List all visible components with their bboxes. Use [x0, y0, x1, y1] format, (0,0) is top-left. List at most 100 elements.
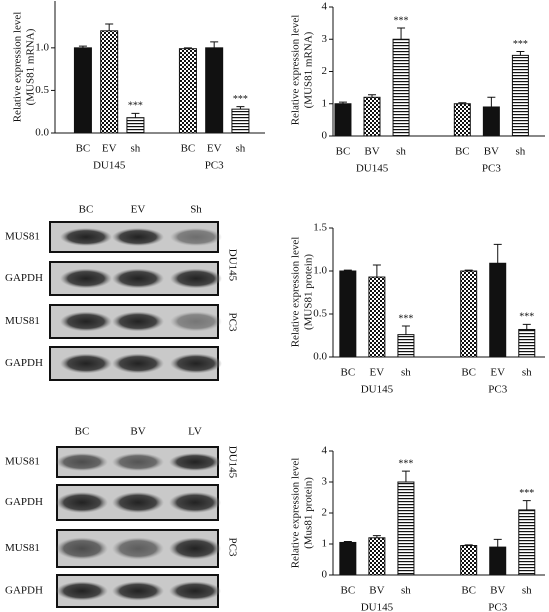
blot-band — [56, 581, 108, 601]
blot-band — [112, 228, 164, 246]
bar — [397, 334, 415, 358]
bar — [511, 54, 529, 137]
row-label: MUS81 — [5, 315, 40, 327]
y-tick-label: 3 — [322, 476, 328, 488]
bar — [397, 481, 415, 576]
blot-band — [169, 537, 221, 560]
row-label: GAPDH — [5, 272, 43, 284]
error-bar — [372, 264, 381, 278]
y-tick-label: 2 — [322, 65, 328, 77]
error-bar — [522, 500, 531, 510]
x-tick-label: BV — [364, 146, 379, 158]
x-tick-label: sh — [396, 146, 406, 158]
significance: *** — [233, 94, 248, 105]
error-bar — [464, 544, 473, 546]
blot-band — [169, 492, 221, 513]
bar — [368, 537, 386, 576]
blot-band — [170, 311, 222, 332]
significance: *** — [128, 101, 143, 112]
x-tick-label: BC — [340, 367, 355, 379]
bar — [392, 38, 410, 137]
lane-label: BC — [75, 426, 90, 438]
lane-label: BV — [130, 426, 145, 438]
bar — [339, 541, 357, 576]
x-tick-label: EV — [207, 143, 222, 155]
x-tick-label: sh — [401, 585, 411, 597]
blot-band — [170, 268, 222, 289]
group-label: PC3 — [488, 384, 507, 396]
x-tick-label: EV — [490, 367, 505, 379]
bar — [453, 103, 471, 137]
bar — [73, 47, 92, 134]
error-bar — [397, 27, 406, 40]
y-tick-label: 1.5 — [313, 222, 327, 234]
x-tick-label: BC — [461, 367, 476, 379]
error-bar — [372, 535, 381, 538]
error-bar — [516, 51, 525, 56]
x-tick-label: BC — [336, 146, 351, 158]
blot-band — [60, 228, 112, 246]
x-tick-label: BV — [484, 146, 499, 158]
y-tick-label: 0.0 — [35, 127, 49, 139]
y-tick-label: 1.0 — [35, 41, 49, 53]
bar — [368, 276, 386, 358]
error-bar — [493, 538, 502, 548]
bar — [489, 546, 507, 576]
row-label: MUS81 — [5, 231, 40, 243]
group-label: PC3 — [205, 160, 224, 172]
bar — [100, 30, 119, 134]
x-tick-label: BV — [490, 585, 505, 597]
group-label: DU145 — [93, 160, 126, 172]
significance: *** — [513, 39, 528, 50]
group-label: PC3 — [482, 163, 501, 175]
blot-band — [112, 311, 164, 332]
group-label: DU145 — [361, 384, 394, 396]
y-axis-label: Relative expression level — [290, 237, 302, 348]
bar — [334, 103, 352, 137]
bar — [518, 509, 536, 576]
x-tick-label: BV — [369, 585, 384, 597]
bar — [518, 328, 536, 358]
y-axis-label: (MUS81 protein) — [303, 254, 315, 330]
y-tick-label: 0.0 — [313, 351, 327, 363]
y-tick-label: 4 — [322, 1, 328, 13]
blot-band — [112, 492, 164, 513]
group-label: DU145 — [356, 163, 389, 175]
x-tick-label: BC — [76, 143, 91, 155]
error-bar — [210, 41, 219, 48]
y-axis-label: Relative expression level — [290, 15, 302, 126]
y-tick-label: 2 — [322, 507, 328, 519]
blot-band — [60, 268, 112, 289]
bar — [126, 117, 145, 134]
error-bar — [343, 269, 352, 271]
blot-band — [169, 581, 221, 601]
cell-line-label: PC3 — [226, 313, 238, 332]
x-tick-label: BC — [461, 585, 476, 597]
y-axis-label: Relative expression level — [12, 12, 24, 123]
blot-band — [170, 228, 222, 246]
blot-band — [56, 492, 108, 513]
significance: *** — [519, 488, 534, 499]
y-axis-label: (MUS81 mRNA) — [303, 31, 315, 108]
error-bar — [458, 102, 467, 104]
error-bar — [338, 101, 347, 104]
y-tick-label: 0.5 — [313, 308, 327, 320]
y-tick-label: 0 — [322, 130, 328, 142]
x-tick-label: EV — [102, 143, 117, 155]
cell-line-label: DU145 — [226, 446, 238, 479]
blot-band — [56, 537, 108, 560]
x-tick-label: BC — [340, 585, 355, 597]
y-tick-label: 3 — [322, 33, 328, 45]
cell-line-label: DU145 — [226, 249, 238, 282]
lane-label: BC — [79, 204, 94, 216]
error-bar — [105, 23, 114, 31]
bar — [231, 108, 250, 134]
y-tick-label: 1 — [322, 538, 328, 550]
y-tick-label: 0.5 — [35, 84, 49, 96]
bar — [460, 545, 478, 576]
blot-band — [112, 353, 164, 374]
error-bar — [343, 541, 352, 543]
bar — [178, 48, 197, 134]
y-axis-label: (Mus81 protein) — [303, 477, 315, 549]
blot-band — [56, 453, 108, 471]
